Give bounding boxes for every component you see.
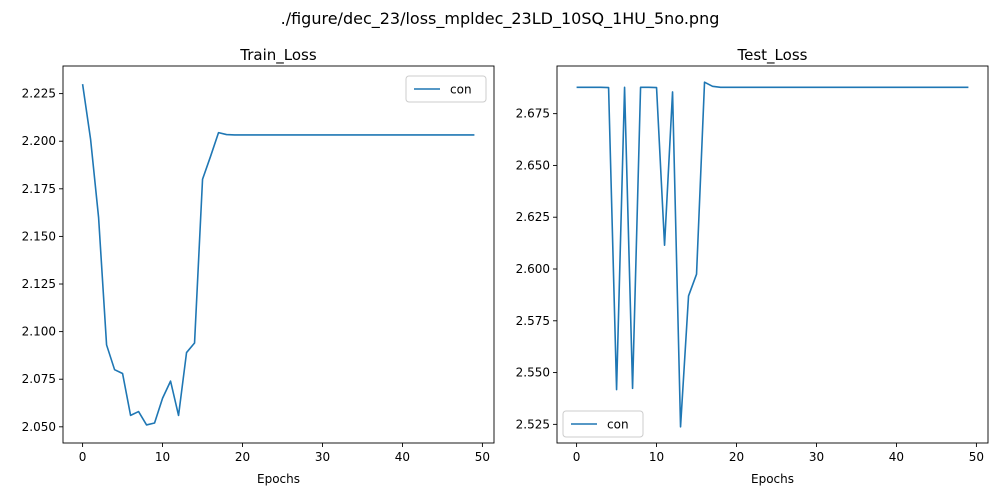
y-tick-label: 2.100 (22, 325, 56, 339)
x-tick-label: 50 (969, 450, 984, 464)
x-axis-label: Epochs (257, 472, 300, 486)
x-tick-label: 30 (809, 450, 824, 464)
x-tick-label: 0 (79, 450, 87, 464)
panel-title: Test_Loss (737, 46, 808, 65)
legend-label: con (450, 83, 472, 97)
x-tick-label: 40 (889, 450, 904, 464)
panel-title: Train_Loss (239, 46, 317, 65)
y-tick-label: 2.075 (22, 372, 56, 386)
y-tick-label: 2.225 (22, 87, 56, 101)
y-tick-label: 2.675 (516, 107, 550, 121)
x-tick-label: 50 (475, 450, 490, 464)
legend-label: con (607, 418, 629, 432)
y-tick-label: 2.625 (516, 210, 550, 224)
axes-frame (556, 65, 989, 444)
axes-frame (62, 65, 495, 444)
y-tick-label: 2.125 (22, 277, 56, 291)
series-line-con (81, 83, 475, 426)
y-tick-label: 2.650 (516, 158, 550, 172)
series-line-con (576, 81, 969, 428)
x-tick-label: 10 (649, 450, 664, 464)
x-tick-label: 20 (235, 450, 250, 464)
x-tick-label: 0 (573, 450, 581, 464)
legend: con (405, 75, 487, 103)
legend: con (562, 410, 644, 438)
y-tick-label: 2.525 (516, 417, 550, 431)
y-tick-label: 2.600 (516, 262, 550, 276)
y-tick-label: 2.550 (516, 366, 550, 380)
y-tick-label: 2.050 (22, 420, 56, 434)
y-tick-label: 2.575 (516, 314, 550, 328)
x-axis-label: Epochs (751, 472, 794, 486)
y-tick-label: 2.200 (22, 134, 56, 148)
x-tick-label: 20 (729, 450, 744, 464)
y-tick-label: 2.175 (22, 182, 56, 196)
x-tick-label: 10 (155, 450, 170, 464)
figure-suptitle: ./figure/dec_23/loss_mpldec_23LD_10SQ_1H… (281, 9, 720, 29)
y-tick-label: 2.150 (22, 229, 56, 243)
panel-2: Test_Loss 0 10 20 30 40 50 2.525 2.550 2.575 2.600… (516, 46, 989, 486)
legend-box (562, 410, 644, 438)
x-tick-label: 30 (315, 450, 330, 464)
legend-box (405, 75, 487, 103)
panel-1: Train_Loss 0 10 20 30 40 50 2.050 2.075 2.100 2.12… (22, 46, 495, 486)
x-tick-label: 40 (395, 450, 410, 464)
